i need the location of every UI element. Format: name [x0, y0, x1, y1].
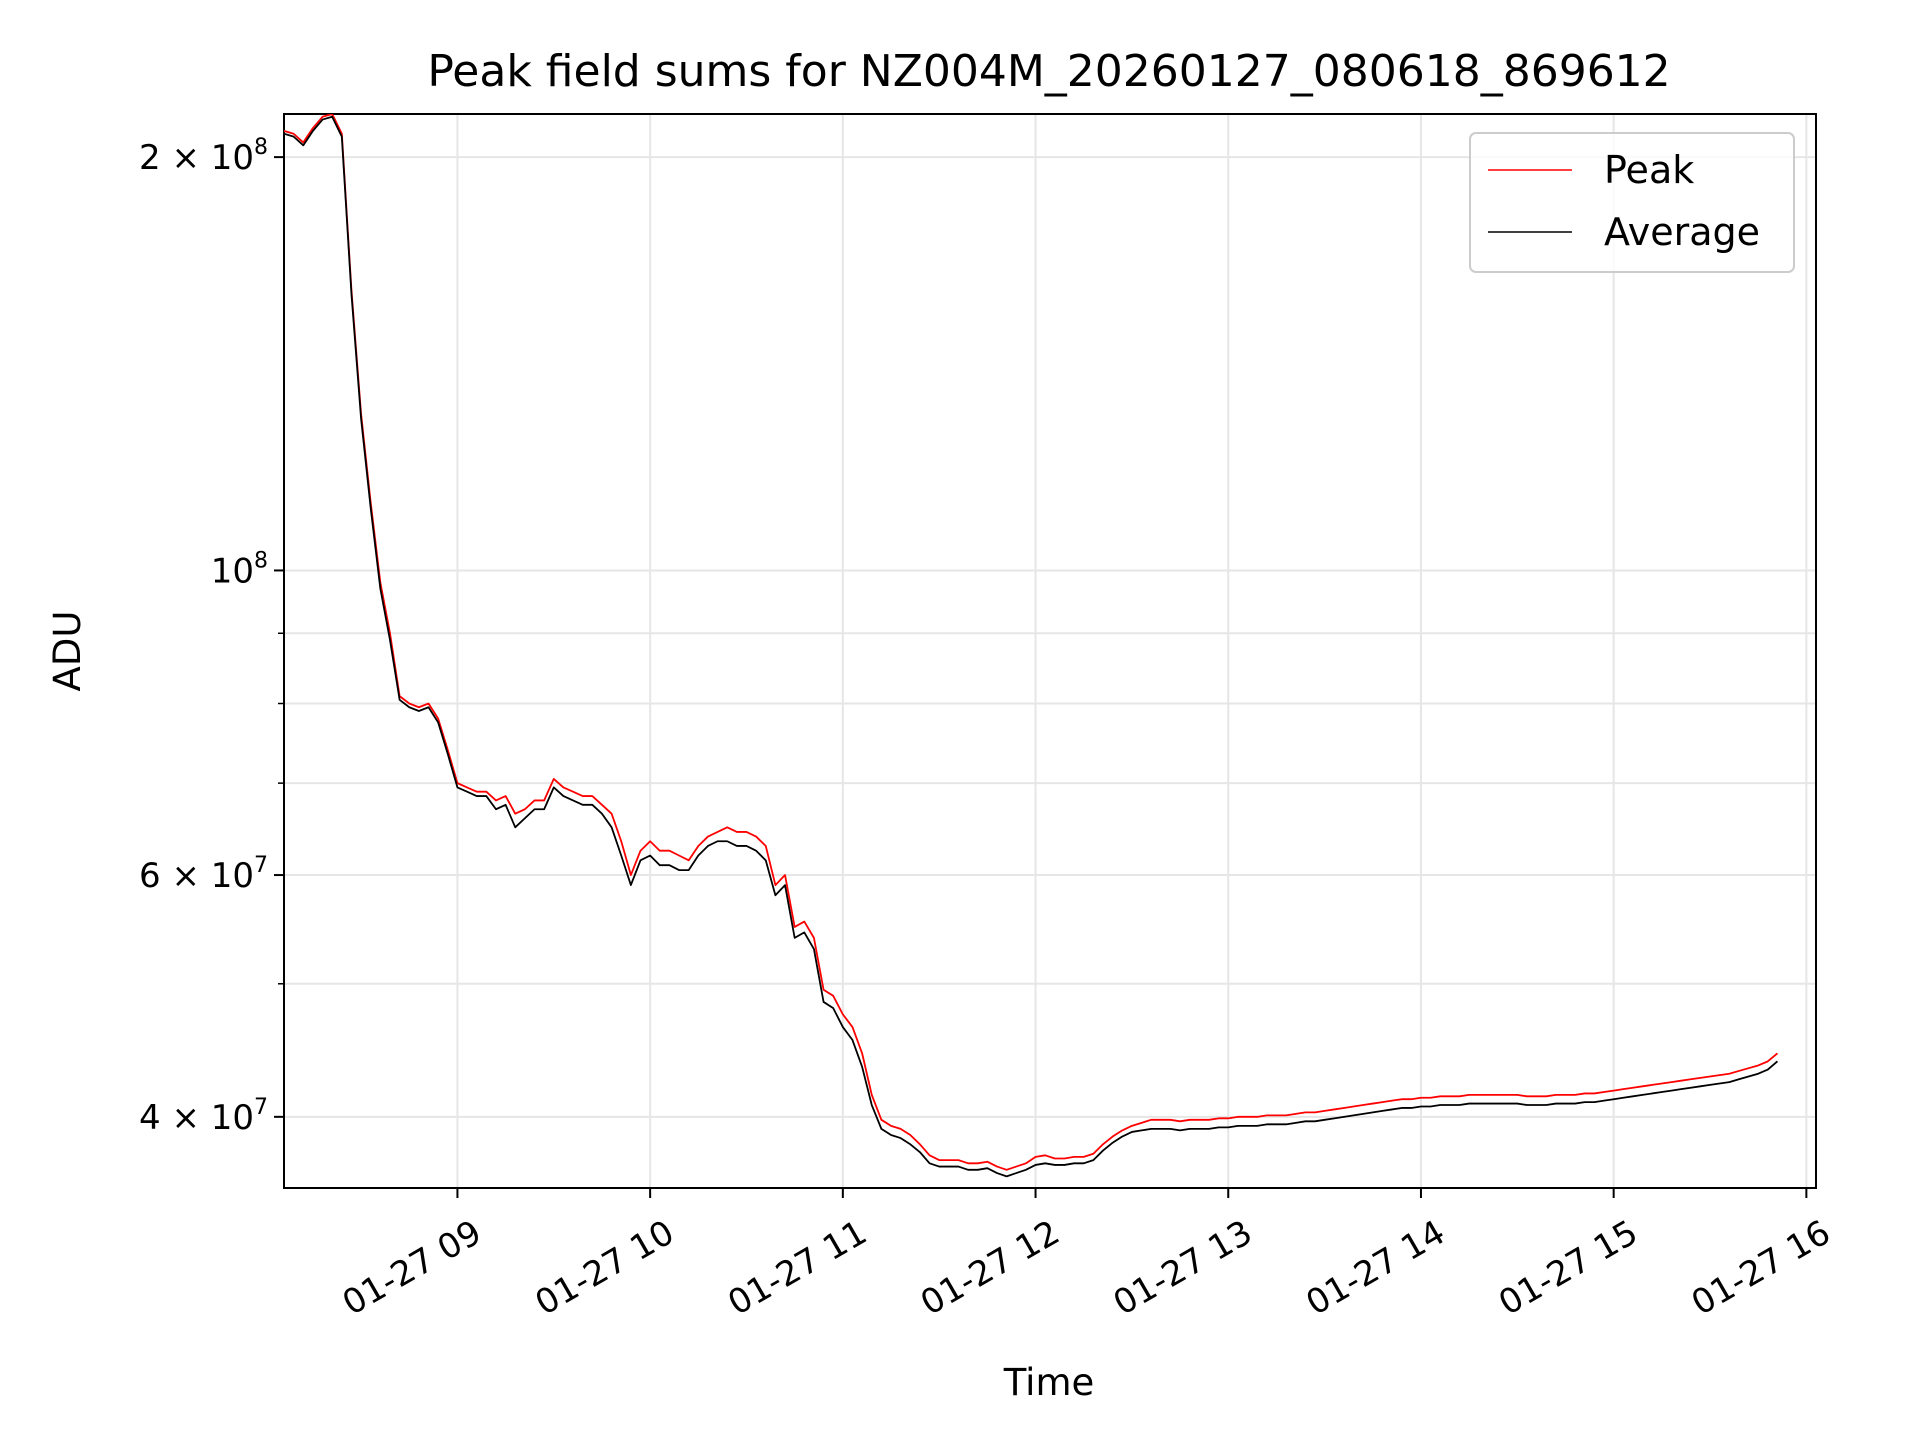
series-group [284, 114, 1779, 1178]
plot-area-frame [283, 113, 1817, 1189]
series-line-peak [284, 114, 1779, 1171]
y-tick-label: 2 × 108 [139, 135, 268, 178]
y-tick-label: 108 [211, 548, 268, 591]
y-tick-label: 6 × 107 [139, 853, 268, 896]
grid [284, 114, 1816, 1188]
legend-label-average: Average [1604, 210, 1760, 254]
y-axis-label: ADU [46, 611, 89, 692]
x-axis-label: Time [1003, 1361, 1095, 1404]
y-tick-label: 4 × 107 [139, 1095, 268, 1138]
chart-title: Peak field sums for NZ004M_20260127_0806… [427, 46, 1670, 97]
legend-label-peak: Peak [1604, 148, 1694, 192]
y-axis-ticks: 4 × 107 6 × 107 108 2 × 108 [139, 135, 284, 1138]
series-line-average [284, 115, 1779, 1178]
legend-frame [1469, 132, 1795, 273]
legend: Peak Average [1469, 132, 1795, 273]
